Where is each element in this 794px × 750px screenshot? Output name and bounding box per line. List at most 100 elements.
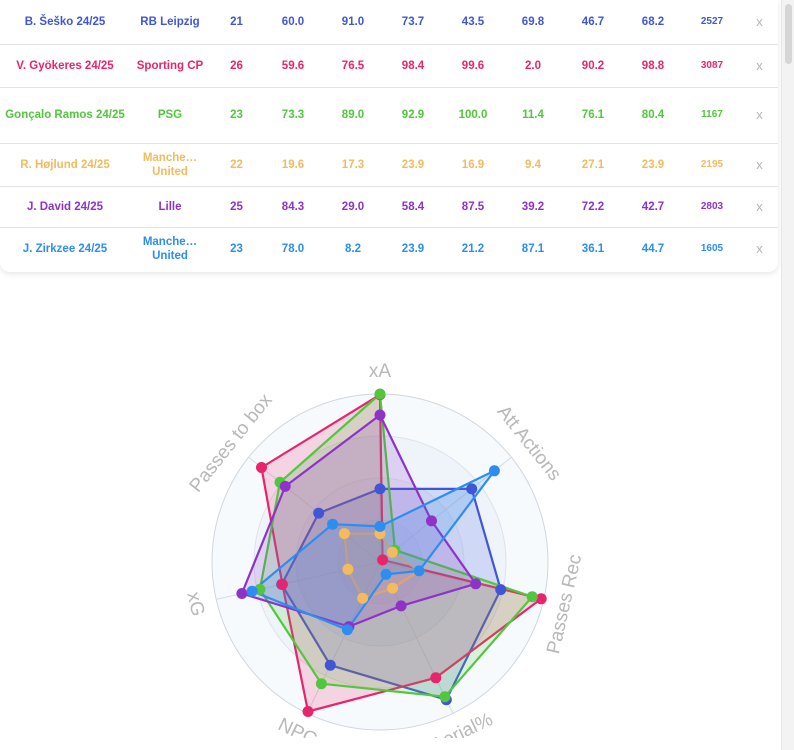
- player-name-cell: J. Zirkzee 24/25: [22, 242, 108, 255]
- radar-data-point: [430, 672, 442, 684]
- stat-cell: 78.0: [281, 242, 305, 255]
- stat-cell: 98.4: [383, 44, 443, 88]
- team-cell: RB Leipzig: [130, 0, 210, 45]
- table-row: B. Šeško 24/25 RB Leipzig 21 60.0 91.0 73.7 43…: [0, 0, 778, 45]
- stat-cell: 39.2: [503, 186, 563, 228]
- minutes-cell: 2527: [683, 0, 741, 45]
- table-row: R. Højlund 24/25 Manche… United 22 19.6 17.3…: [0, 143, 778, 187]
- stat-cell: 16.9: [443, 143, 503, 187]
- radar-data-point: [535, 593, 547, 605]
- radar-data-point: [315, 678, 327, 690]
- stat-cell: 98.8: [623, 44, 683, 88]
- stat-cell: 23.9: [383, 143, 443, 187]
- stat-cell: 76.1: [563, 87, 623, 144]
- radar-axis-label: xG: [182, 590, 208, 618]
- stat-cell: 21.2: [461, 242, 485, 255]
- radar-data-point: [276, 578, 288, 590]
- minutes-cell: 2803: [683, 186, 741, 228]
- radar-data-point: [338, 528, 350, 540]
- stat-cell: 23.9: [401, 242, 425, 255]
- team-cell: Lille: [130, 186, 210, 228]
- remove-button[interactable]: x: [741, 44, 778, 88]
- radar-data-point: [256, 462, 267, 473]
- radar-data-point: [470, 578, 482, 590]
- stat-cell: 76.5: [323, 44, 383, 88]
- stat-cell: 72.2: [563, 186, 623, 228]
- stat-cell: 68.2: [623, 0, 683, 45]
- radar-data-point: [313, 507, 325, 519]
- radar-data-point: [374, 520, 386, 532]
- team-cell: Manche… United: [130, 143, 210, 187]
- player-name-cell: J. David 24/25: [0, 186, 130, 228]
- radar-axis-label: xA: [369, 361, 392, 382]
- stat-cell: 73.3: [263, 87, 323, 144]
- stat-cell: 19.6: [263, 143, 323, 187]
- remove-button[interactable]: x: [741, 143, 778, 187]
- radar-data-point: [386, 546, 398, 558]
- vertical-scrollbar[interactable]: [781, 0, 794, 750]
- remove-button[interactable]: x: [741, 87, 778, 144]
- remove-button[interactable]: x: [741, 0, 778, 45]
- radar-data-point: [380, 568, 392, 580]
- scrollbar-thumb[interactable]: [785, 4, 792, 64]
- radar-data-point: [342, 563, 354, 575]
- radar-data-point: [374, 483, 386, 495]
- radar-data-point: [374, 388, 386, 400]
- minutes-cell: 1605: [700, 242, 724, 254]
- stat-cell: 59.6: [263, 44, 323, 88]
- radar-axis-label: Passes Rec: [543, 552, 586, 656]
- radar-data-point: [439, 691, 451, 703]
- stat-cell: 90.2: [563, 44, 623, 88]
- stat-cell: 2.0: [503, 44, 563, 88]
- table-row: J. Zirkzee 24/25 Manche… United 23 78.0 8.2 2…: [0, 227, 778, 270]
- radar-data-point: [495, 584, 507, 596]
- stat-cell: 44.7: [641, 242, 665, 255]
- radar-spoke: [248, 456, 381, 563]
- age-cell: 23: [230, 242, 243, 255]
- stat-cell: 99.6: [443, 44, 503, 88]
- stat-cell: 9.4: [503, 143, 563, 187]
- player-name-cell: Gonçalo Ramos 24/25: [0, 87, 130, 144]
- comparison-table: B. Šeško 24/25 RB Leipzig 21 60.0 91.0 73.7 43…: [0, 0, 778, 270]
- stat-cell: 36.1: [581, 242, 605, 255]
- radar-data-point: [526, 591, 538, 603]
- player-name-cell: V. Gyökeres 24/25: [0, 44, 130, 88]
- remove-button[interactable]: x: [756, 240, 763, 256]
- radar-series-area: [260, 393, 543, 713]
- stat-cell: 89.0: [323, 87, 383, 144]
- minutes-cell: 3087: [683, 44, 741, 88]
- radar-data-point: [302, 706, 314, 717]
- radar-data-point: [246, 585, 258, 597]
- age-cell: 23: [210, 87, 263, 144]
- stat-cell: 43.5: [443, 0, 503, 45]
- radar-data-point: [377, 554, 389, 566]
- stat-cell: 42.7: [623, 186, 683, 228]
- stat-cell: 92.9: [383, 87, 443, 144]
- stat-cell: 87.1: [521, 242, 545, 255]
- minutes-cell: 2195: [683, 143, 741, 187]
- stat-cell: 23.9: [623, 143, 683, 187]
- table-body: B. Šeško 24/25 RB Leipzig 21 60.0 91.0 73.7 43…: [0, 0, 778, 270]
- stat-cell: 58.4: [383, 186, 443, 228]
- radar-data-point: [327, 518, 339, 530]
- table-row: J. David 24/25 Lille 25 84.3 29.0 58.4 87.5 39.…: [0, 186, 778, 228]
- stat-cell: 29.0: [323, 186, 383, 228]
- stat-cell: 11.4: [503, 87, 563, 144]
- radar-data-point: [324, 659, 336, 671]
- radar-data-point: [488, 465, 500, 477]
- stat-cell: 60.0: [263, 0, 323, 45]
- stat-cell: 69.8: [503, 0, 563, 45]
- radar-data-point: [426, 515, 437, 527]
- radar-data-point: [279, 480, 291, 492]
- radar-spoke: [379, 456, 512, 563]
- stat-cell: 84.3: [263, 186, 323, 228]
- stat-cell: 80.4: [623, 87, 683, 144]
- radar-data-point: [357, 592, 369, 604]
- remove-button[interactable]: x: [741, 186, 778, 228]
- radar-data-point: [466, 483, 478, 495]
- radar-series-area: [251, 469, 496, 631]
- stat-cell: 73.7: [383, 0, 443, 45]
- age-cell: 26: [210, 44, 263, 88]
